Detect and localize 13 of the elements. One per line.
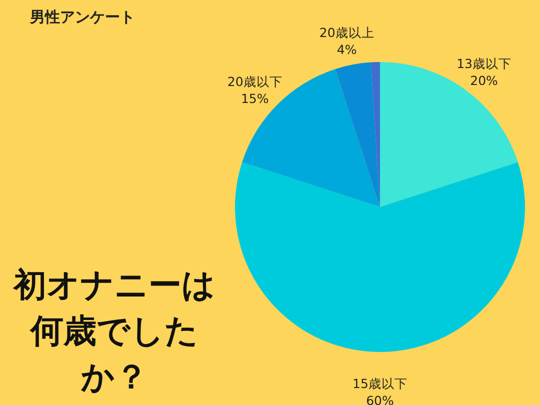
slice-label: 20歳以下 (227, 74, 282, 89)
text: 初オナニーは何歳でしたか？ (12, 264, 216, 398)
pie-slice (335, 62, 380, 207)
slice-label: 15歳以下 (352, 376, 408, 391)
data-label: 15% (240, 90, 269, 106)
slice-label: 13歳以下 (456, 56, 512, 71)
data-label: 60% (366, 393, 394, 405)
data-label: 4% (336, 42, 357, 58)
slice-label: 20歳以上 (319, 25, 374, 40)
pie-slice (242, 69, 380, 207)
text: 男性アンケート (30, 8, 135, 27)
pie-slice (235, 162, 525, 352)
data-label: 20% (470, 72, 498, 88)
